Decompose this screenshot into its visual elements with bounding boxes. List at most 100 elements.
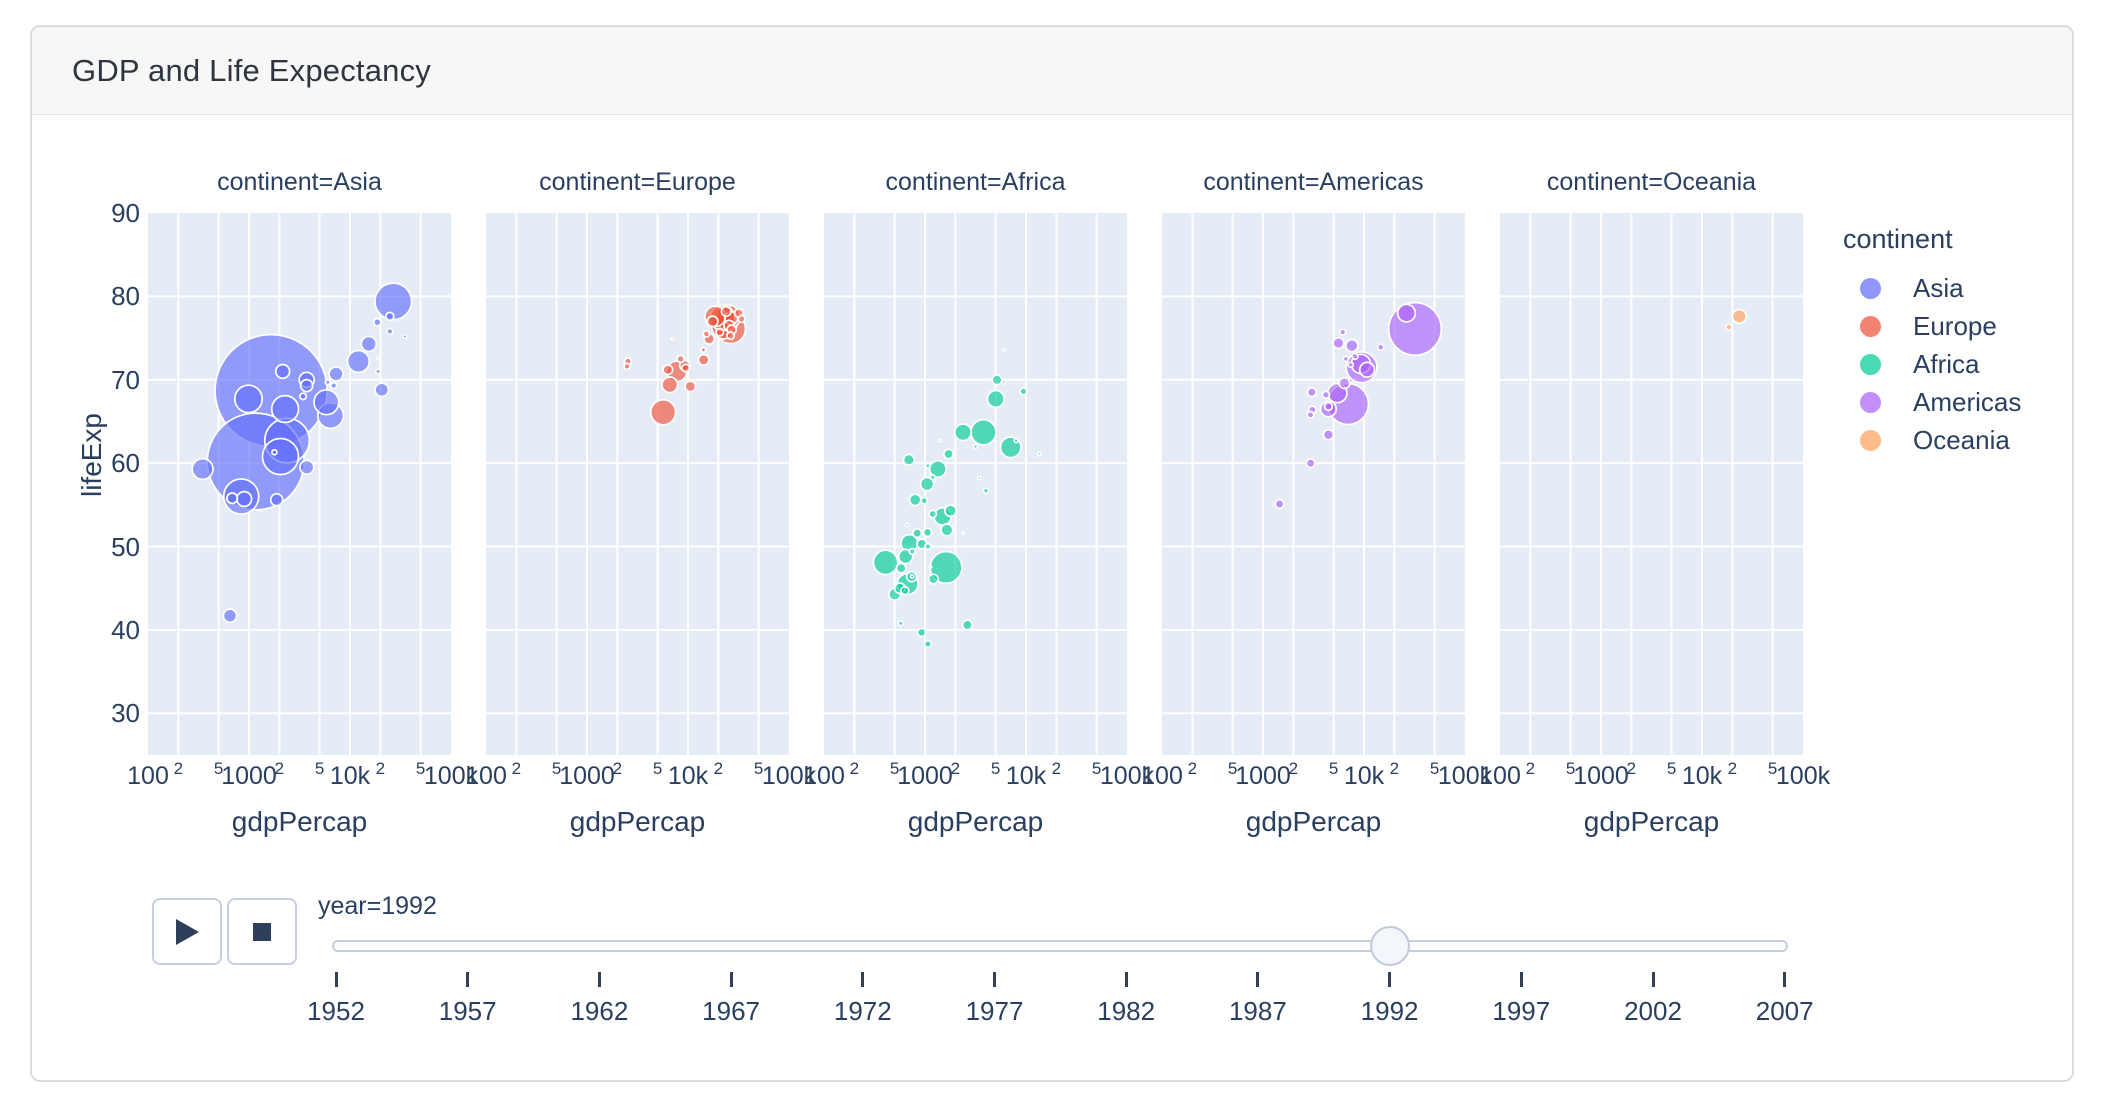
data-point[interactable] (924, 542, 932, 551)
data-point[interactable] (681, 363, 691, 373)
data-point[interactable] (1322, 428, 1335, 441)
data-point[interactable] (922, 527, 933, 538)
data-point[interactable] (1001, 379, 1007, 385)
data-point[interactable] (661, 376, 679, 394)
data-point[interactable] (1321, 390, 1331, 400)
data-point[interactable] (895, 562, 907, 574)
data-point[interactable] (360, 335, 378, 353)
data-point[interactable] (697, 353, 710, 366)
data-point[interactable] (1019, 387, 1028, 396)
data-point[interactable] (943, 448, 955, 460)
slider-year-label-1997[interactable]: 1997 (1492, 996, 1551, 1026)
data-point[interactable] (700, 346, 707, 353)
slider-year-label-2007[interactable]: 2007 (1755, 996, 1814, 1026)
data-point[interactable] (299, 392, 308, 401)
data-point[interactable] (235, 490, 253, 508)
data-point[interactable] (1332, 336, 1345, 350)
data-point[interactable] (715, 327, 725, 337)
data-point[interactable] (299, 378, 314, 393)
slider-year-label-1977[interactable]: 1977 (965, 996, 1024, 1026)
data-point[interactable] (191, 457, 214, 481)
data-point[interactable] (899, 585, 910, 596)
data-point[interactable] (919, 476, 935, 492)
data-point[interactable] (402, 333, 408, 340)
data-point[interactable] (908, 493, 922, 507)
data-point[interactable] (940, 523, 954, 537)
data-point[interactable] (726, 304, 731, 309)
slider-year-label-1972[interactable]: 1972 (833, 996, 892, 1026)
data-point[interactable] (328, 366, 344, 382)
data-point[interactable] (1344, 338, 1359, 353)
data-point[interactable] (1002, 347, 1007, 352)
data-point[interactable] (972, 443, 979, 450)
data-point[interactable] (329, 381, 338, 390)
data-point[interactable] (1013, 437, 1019, 444)
facet-plot-europe[interactable] (486, 213, 789, 755)
slider-year-label-2002[interactable]: 2002 (1624, 996, 1682, 1026)
data-point[interactable] (261, 437, 300, 476)
data-point[interactable] (1358, 361, 1376, 379)
data-point[interactable] (376, 355, 381, 361)
data-point[interactable] (932, 478, 937, 483)
data-point[interactable] (346, 349, 371, 374)
data-point[interactable] (872, 549, 899, 576)
slider-year-label-1962[interactable]: 1962 (570, 996, 629, 1026)
data-point[interactable] (928, 564, 933, 569)
data-point[interactable] (986, 389, 1006, 409)
legend-item-americas[interactable]: Americas (1843, 383, 2073, 421)
data-point[interactable] (961, 619, 974, 631)
data-point[interactable] (916, 627, 927, 638)
data-point[interactable] (324, 379, 331, 386)
data-point[interactable] (702, 329, 711, 338)
data-point[interactable] (649, 398, 677, 426)
legend-item-oceania[interactable]: Oceania (1843, 421, 2073, 459)
data-point[interactable] (928, 509, 938, 519)
data-point[interactable] (374, 382, 390, 398)
data-point[interactable] (960, 531, 966, 536)
data-point[interactable] (923, 639, 933, 649)
data-point[interactable] (1305, 458, 1316, 469)
data-point[interactable] (313, 389, 340, 416)
data-point[interactable] (944, 504, 958, 518)
data-point[interactable] (269, 492, 284, 507)
data-point[interactable] (1342, 355, 1350, 363)
data-point[interactable] (1724, 323, 1733, 332)
legend-item-europe[interactable]: Europe (1843, 307, 2073, 345)
slider-year-label-1952[interactable]: 1952 (307, 996, 365, 1026)
data-point[interactable] (970, 418, 997, 446)
data-point[interactable] (909, 574, 915, 580)
data-point[interactable] (384, 311, 395, 322)
data-point[interactable] (676, 354, 685, 364)
play-button[interactable] (152, 898, 222, 965)
data-point[interactable] (372, 317, 382, 327)
data-point[interactable] (924, 462, 931, 469)
slider-year-label-1992[interactable]: 1992 (1360, 996, 1419, 1026)
data-point[interactable] (226, 492, 239, 505)
data-point[interactable] (938, 438, 943, 443)
year-slider-track[interactable] (332, 940, 1788, 952)
legend-item-asia[interactable]: Asia (1843, 269, 2073, 307)
data-point[interactable] (670, 336, 675, 342)
data-point[interactable] (927, 573, 940, 585)
data-point[interactable] (902, 453, 916, 467)
data-point[interactable] (1396, 303, 1417, 323)
data-point[interactable] (1036, 451, 1042, 457)
data-point[interactable] (271, 448, 278, 456)
data-point[interactable] (1338, 328, 1347, 336)
data-point[interactable] (270, 394, 300, 424)
data-point[interactable] (920, 496, 929, 505)
legend-item-africa[interactable]: Africa (1843, 345, 2073, 383)
data-point[interactable] (1731, 308, 1748, 325)
slider-year-label-1982[interactable]: 1982 (1097, 996, 1156, 1026)
data-point[interactable] (222, 608, 238, 624)
facet-plot-africa[interactable] (824, 213, 1127, 755)
data-point[interactable] (737, 314, 746, 324)
data-point[interactable] (991, 374, 1003, 386)
data-point[interactable] (274, 363, 291, 380)
data-point[interactable] (1347, 361, 1355, 369)
data-point[interactable] (908, 547, 916, 556)
slider-year-label-1957[interactable]: 1957 (438, 996, 497, 1026)
data-point[interactable] (1351, 352, 1359, 361)
data-point[interactable] (1306, 410, 1315, 419)
data-point[interactable] (623, 362, 631, 371)
